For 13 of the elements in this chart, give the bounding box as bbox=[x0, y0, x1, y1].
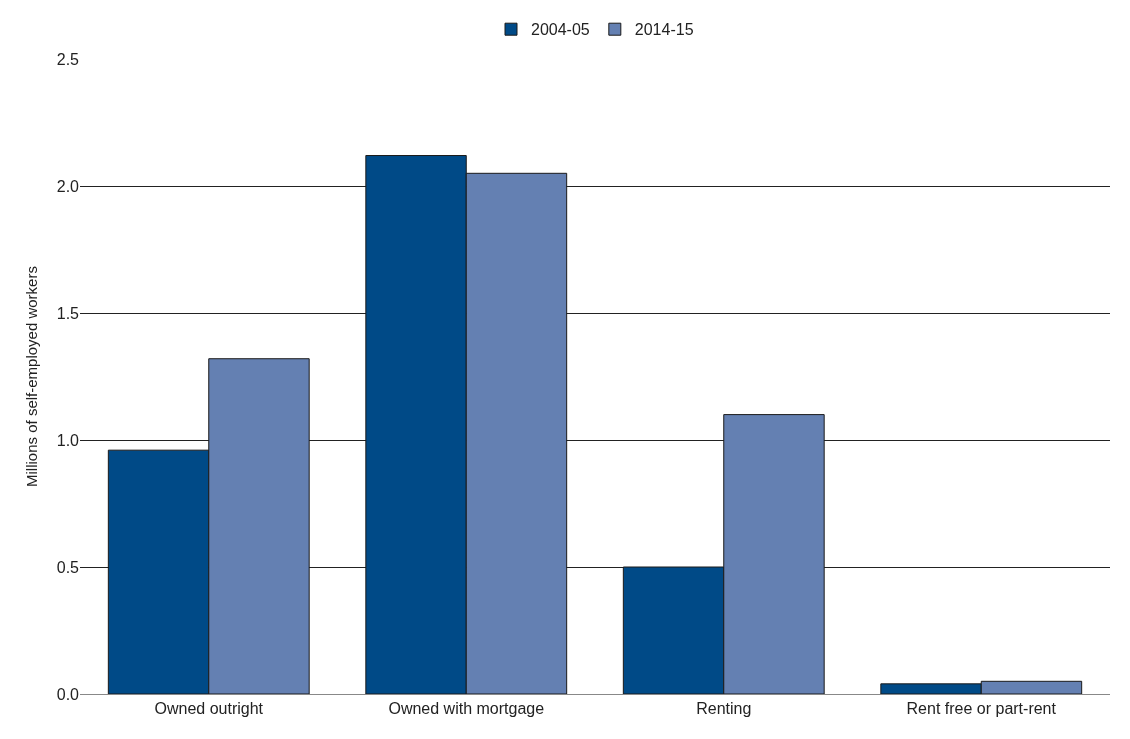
x-tick-label: Owned with mortgage bbox=[388, 700, 545, 718]
y-tick-label: 2.5 bbox=[56, 50, 80, 68]
x-tick-label: Owned outright bbox=[154, 700, 264, 718]
y-tick-label: 0.0 bbox=[56, 685, 80, 703]
y-tick-label: 1.0 bbox=[56, 431, 80, 449]
y-axis-title: Millions of self-employed workers bbox=[23, 266, 40, 487]
legend-label: 2014-15 bbox=[634, 21, 694, 39]
legend-label: 2004-05 bbox=[531, 21, 590, 39]
x-tick-label: Renting bbox=[696, 700, 752, 718]
y-tick-label: 0.5 bbox=[56, 558, 80, 576]
y-tick-label: 1.5 bbox=[56, 304, 80, 322]
y-tick-label: 2.0 bbox=[56, 177, 80, 195]
x-tick-label: Rent free or part-rent bbox=[906, 700, 1057, 718]
